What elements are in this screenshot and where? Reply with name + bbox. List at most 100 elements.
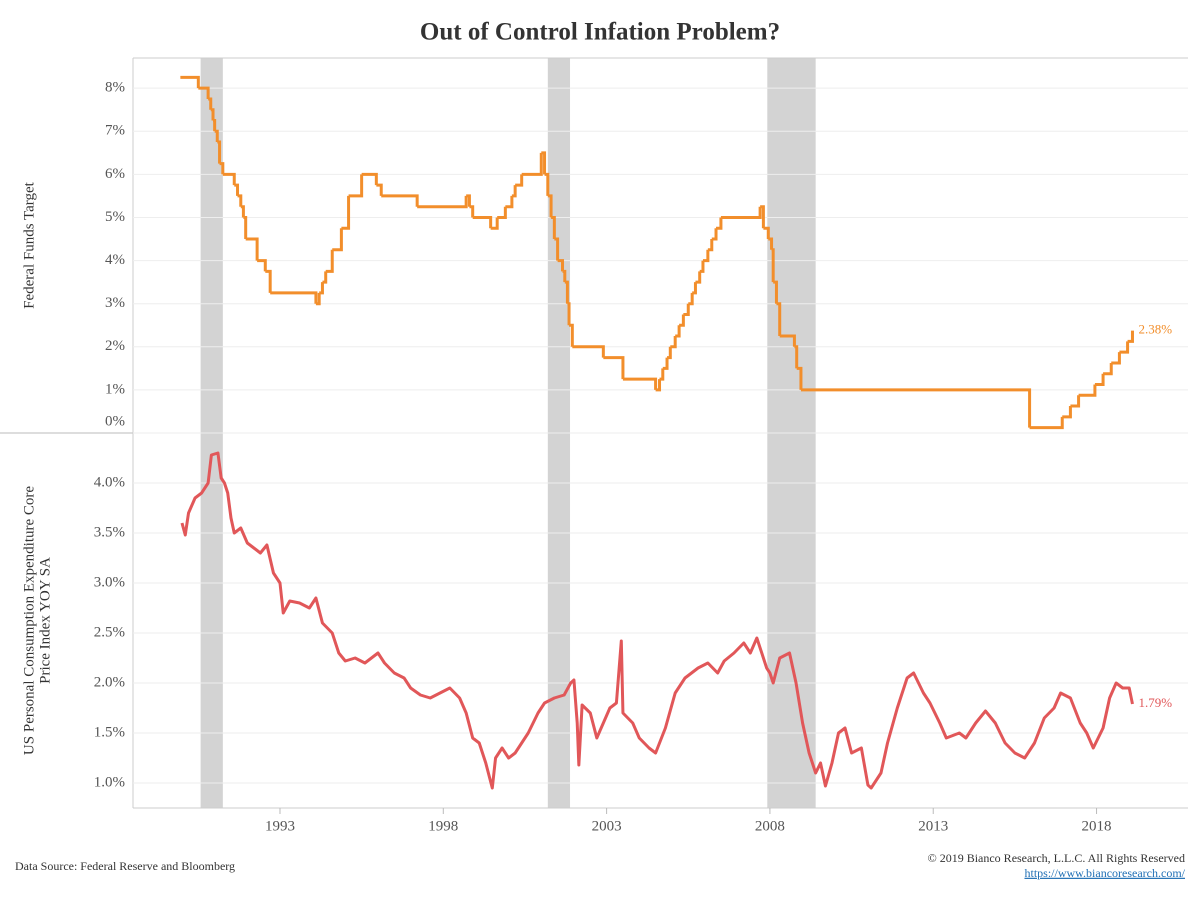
step-segment (1111, 352, 1121, 365)
step-segment (702, 249, 710, 263)
step-segment (208, 97, 213, 110)
step-segment (771, 248, 775, 283)
step-segment (564, 280, 569, 304)
copyright: © 2019 Bianco Research, L.L.C. All Right… (928, 851, 1185, 865)
step-segment (562, 269, 567, 283)
step-segment (472, 215, 493, 229)
step-segment (198, 86, 210, 99)
y-tick-label: 1% (105, 381, 125, 397)
step-segment (773, 280, 778, 304)
step-segment (210, 108, 215, 121)
step-segment (213, 119, 217, 132)
step-segment (551, 215, 556, 240)
step-segment (243, 215, 248, 240)
step-segment (720, 206, 762, 219)
step-segment (257, 259, 267, 272)
step-segment (376, 183, 383, 196)
step-segment (603, 356, 625, 380)
x-tick-label: 1998 (428, 818, 458, 834)
y-tick-label: 4.0% (94, 474, 125, 490)
y-tick-label: 1.0% (94, 774, 125, 790)
step-segment (675, 325, 681, 338)
step-segment (237, 194, 243, 207)
step-segment (695, 271, 702, 284)
step-segment (541, 151, 547, 175)
y-axis-title: Price Index YOY SA (37, 557, 53, 684)
step-segment (245, 237, 259, 261)
x-tick-label: 2013 (918, 818, 948, 834)
step-segment (417, 195, 468, 209)
step-segment (655, 379, 662, 392)
step-segment (214, 129, 219, 143)
step-segment (1078, 384, 1097, 397)
step-segment (490, 217, 499, 230)
step-segment (760, 205, 765, 229)
y-tick-label: 2.5% (94, 624, 125, 640)
step-segment (341, 195, 351, 230)
step-segment (667, 346, 672, 360)
step-segment (219, 162, 225, 175)
step-segment (361, 172, 378, 186)
step-segment (515, 174, 524, 187)
y-axis-title: Federal Funds Target (21, 181, 37, 309)
x-tick-label: 1993 (265, 818, 295, 834)
step-segment (776, 302, 782, 337)
step-segment (217, 140, 222, 164)
step-segment (716, 217, 723, 230)
step-segment (180, 75, 200, 89)
step-segment (659, 368, 665, 381)
y-tick-label: 3.5% (94, 524, 125, 540)
step-segment (270, 291, 318, 304)
y-tick-label: 6% (105, 166, 125, 182)
step-segment (505, 195, 514, 209)
step-segment (1070, 395, 1081, 408)
step-segment (796, 366, 803, 390)
step-segment (497, 206, 507, 219)
step-segment (572, 345, 605, 358)
step-segment (794, 345, 799, 369)
y-tick-label: 2.0% (94, 674, 125, 690)
step-segment (1103, 362, 1113, 376)
step-segment (1127, 330, 1134, 343)
step-segment (319, 282, 324, 295)
step-segment (381, 194, 419, 207)
source: Data Source: Federal Reserve and Bloombe… (15, 859, 235, 873)
step-segment (234, 183, 240, 196)
x-tick-label: 2018 (1082, 818, 1112, 834)
x-tick-label: 2003 (592, 818, 622, 834)
step-segment (348, 174, 364, 198)
link[interactable]: https://www.biancoresearch.com/ (1024, 866, 1185, 880)
step-segment (265, 269, 272, 293)
step-segment (222, 172, 236, 186)
step-segment (768, 237, 774, 250)
chart-title: Out of Control Infation Problem? (420, 19, 780, 46)
step-segment (547, 194, 553, 218)
step-segment (679, 314, 685, 327)
step-segment (699, 260, 705, 273)
y-tick-label: 2% (105, 338, 125, 354)
y-tick-label: 3% (105, 295, 125, 311)
step-segment (544, 172, 550, 196)
step-segment (315, 292, 321, 306)
end-label: 2.38% (1138, 322, 1172, 337)
y-tick-label: 4% (105, 252, 125, 268)
step-segment (466, 194, 471, 207)
step-segment (569, 323, 574, 347)
y-tick-label: 3.0% (94, 574, 125, 590)
step-segment (683, 303, 690, 316)
y-tick-label: 7% (105, 123, 125, 139)
y-tick-label: 8% (105, 80, 125, 96)
step-segment (692, 282, 697, 295)
step-segment (240, 205, 245, 218)
y-tick-label: 0% (105, 413, 125, 429)
step-segment (511, 185, 517, 198)
step-segment (779, 334, 796, 347)
step-segment (325, 249, 334, 273)
step-segment (763, 226, 770, 240)
step-segment (332, 228, 343, 252)
y-tick-label: 5% (105, 209, 125, 225)
step-segment (1062, 406, 1072, 419)
step-segment (1119, 341, 1130, 354)
